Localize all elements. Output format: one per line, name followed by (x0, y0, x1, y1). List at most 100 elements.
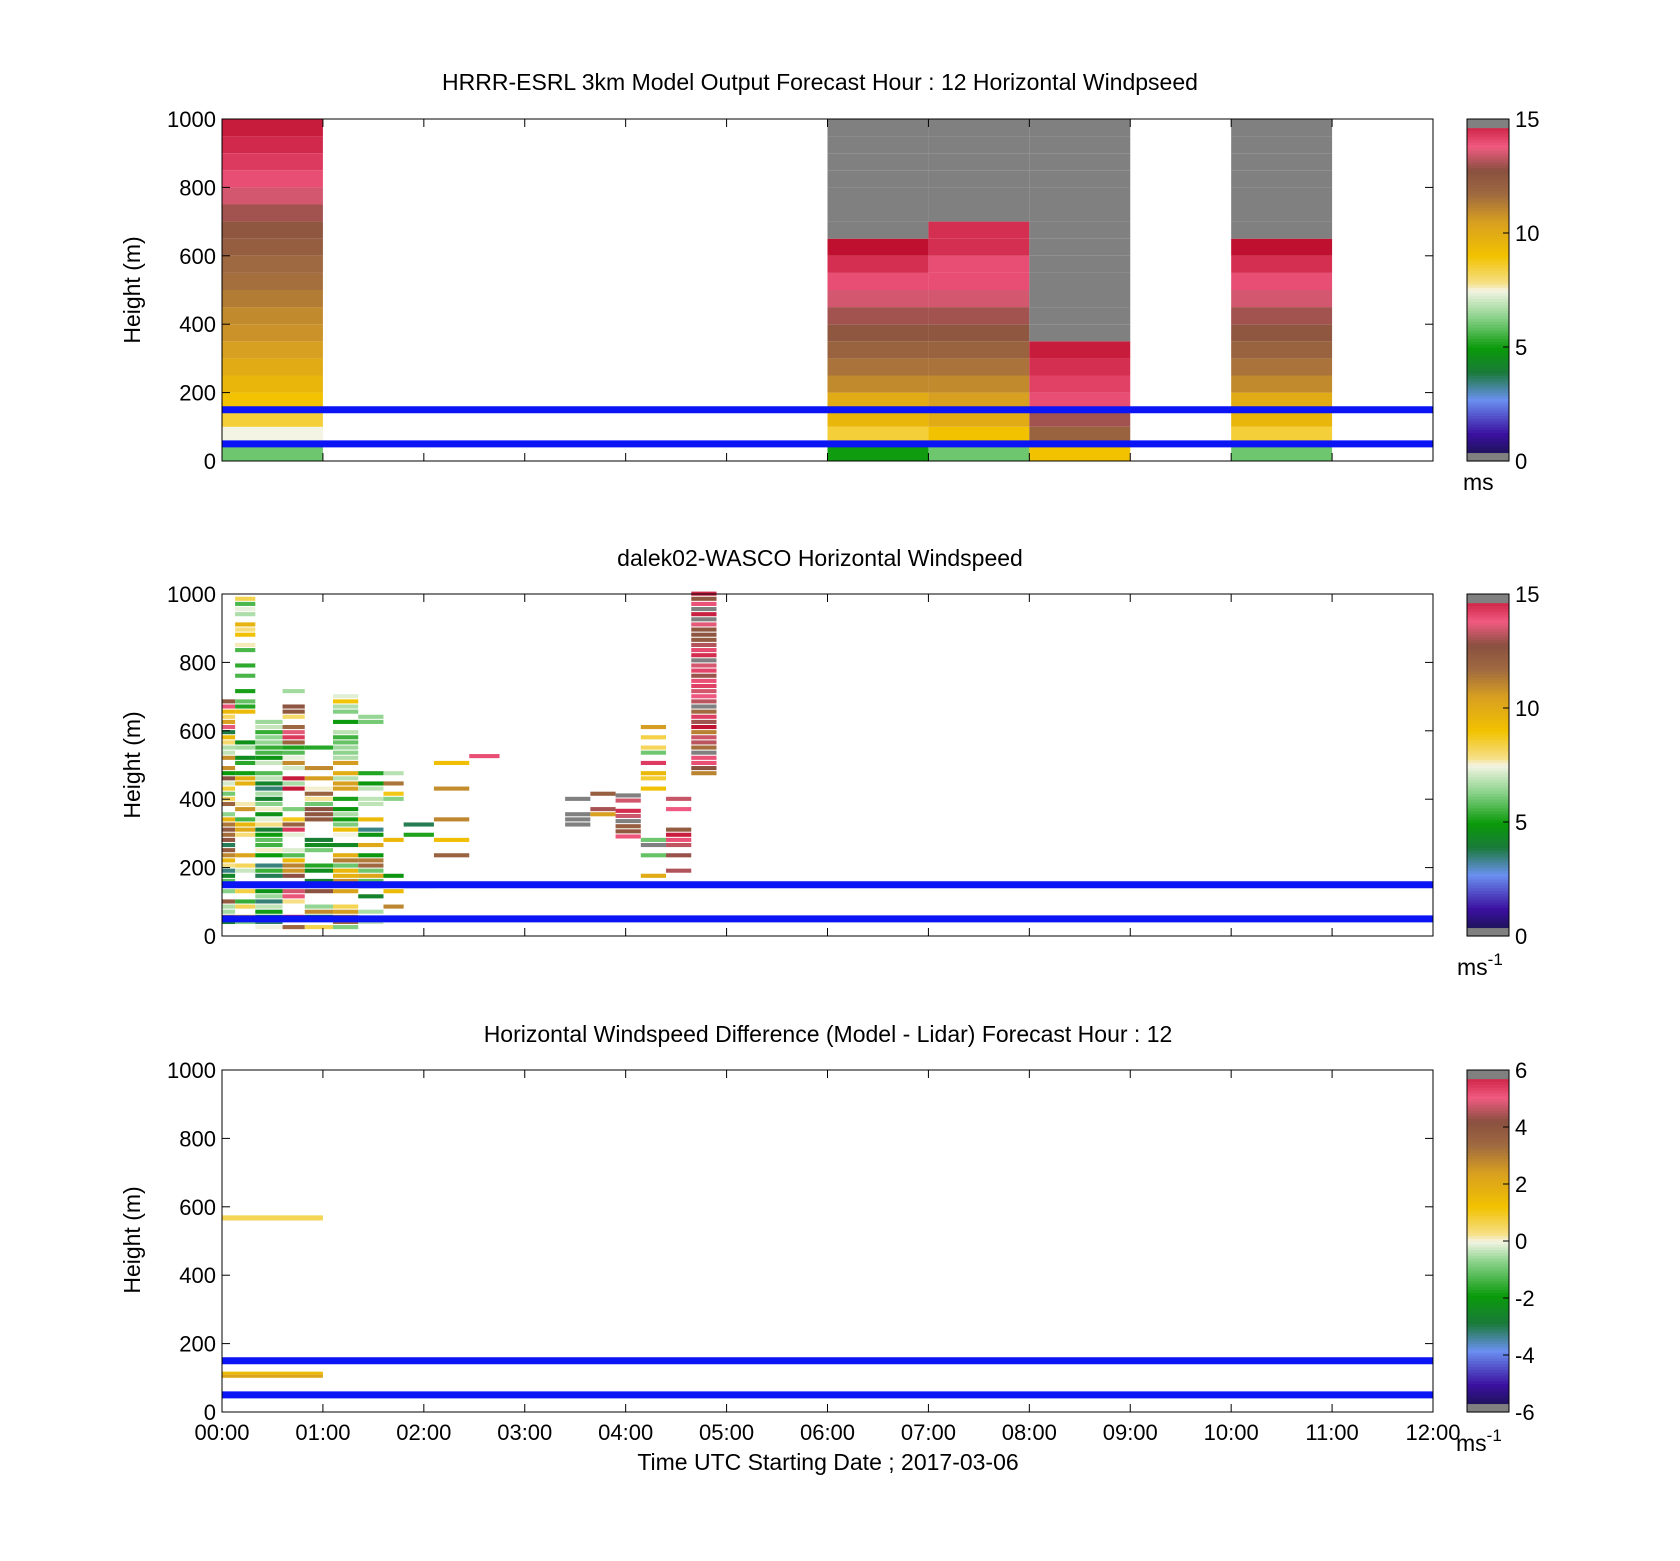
colorbar-segment (1467, 844, 1509, 849)
heatmap-cell (304, 776, 334, 781)
colorbar-segment (1467, 1189, 1509, 1194)
x-tick-label: 00:00 (194, 1420, 249, 1445)
y-tick-label: 600 (179, 244, 216, 269)
y-tick-label: 1000 (167, 107, 216, 132)
colorbar-segment (1467, 1360, 1509, 1365)
colorbar-segment (1467, 759, 1509, 763)
heatmap-cell (928, 255, 1030, 273)
colorbar-segment (1467, 1229, 1509, 1234)
colorbar-segment (1467, 1155, 1509, 1159)
colorbar-segment (1467, 901, 1509, 906)
colorbar-segment (1467, 933, 1509, 937)
heatmap-cell (304, 837, 334, 842)
colorbar-segment (1467, 1349, 1509, 1353)
heatmap-cell (304, 796, 334, 801)
colorbar-segment (1467, 670, 1509, 675)
colorbar-segment (1467, 1144, 1509, 1148)
heatmap-cell (691, 735, 717, 740)
heatmap-cell (1029, 238, 1131, 256)
colorbar-segment (1467, 633, 1509, 638)
colorbar-segment (1467, 753, 1509, 758)
colorbar-segment (1467, 452, 1509, 456)
heatmap-cell (235, 868, 256, 873)
heatmap-cell (333, 873, 359, 878)
colorbar-segment (1467, 198, 1509, 203)
colorbar-segment (1467, 1286, 1509, 1291)
heatmap-cell (222, 409, 323, 427)
heatmap-cell (255, 796, 283, 801)
colorbar-segment (1467, 910, 1509, 914)
heatmap-cell (222, 755, 236, 760)
heatmap-cell (1029, 272, 1131, 290)
colorbar-segment (1467, 841, 1509, 846)
heatmap-cell (222, 221, 323, 239)
colorbar-segment (1467, 224, 1509, 228)
colorbar-segment (1467, 184, 1509, 188)
heatmap-cell (928, 221, 1030, 239)
heatmap-cell (827, 119, 929, 137)
heatmap-cell (235, 601, 256, 606)
panel-difference: Horizontal Windspeed Difference (Model -… (119, 1021, 1535, 1456)
colorbar-segment (1467, 201, 1509, 206)
colorbar-segment (1467, 819, 1509, 823)
colorbar-segment (1467, 1352, 1509, 1356)
colorbar-segment (1467, 659, 1509, 663)
heatmap-cell (222, 204, 323, 222)
colorbar-segment (1467, 429, 1509, 434)
colorbar-segment (1467, 335, 1509, 340)
colorbar-segment (1467, 1397, 1509, 1402)
colorbar-segment (1467, 1221, 1509, 1225)
heatmap-cell (255, 724, 283, 730)
heatmap-cell (222, 1374, 323, 1378)
colorbar-segment (1467, 190, 1509, 194)
heatmap-cell (691, 601, 717, 606)
heatmap-cell (304, 848, 334, 853)
heatmap-cell (358, 827, 384, 832)
heatmap-cell (235, 606, 256, 612)
colorbar-segment (1467, 187, 1509, 191)
colorbar-segment (1467, 418, 1509, 422)
y-tick-label: 800 (179, 175, 216, 200)
heatmap-cell (615, 819, 641, 824)
heatmap-cell (691, 606, 717, 612)
colorbar-segment (1467, 1329, 1509, 1333)
heatmap-cell (235, 627, 256, 632)
heatmap-cell (640, 837, 667, 842)
heatmap-cell (1231, 324, 1333, 342)
colorbar-segment (1467, 235, 1509, 240)
colorbar-segment (1467, 1380, 1509, 1385)
heatmap-cell (222, 740, 236, 745)
colorbar-segment (1467, 1070, 1509, 1074)
heatmap-cell (1029, 307, 1131, 325)
colorbar-segment (1467, 904, 1509, 909)
heatmap-cell (255, 827, 283, 832)
y-tick-label: 200 (179, 1332, 216, 1357)
colorbar-segment (1467, 1278, 1509, 1282)
colorbar-segment (1467, 773, 1509, 777)
heatmap-cell (691, 766, 717, 771)
colorbar-segment (1467, 1343, 1509, 1348)
y-tick-label: 0 (204, 924, 216, 949)
colorbar-segment (1467, 398, 1509, 402)
heatmap-cell (358, 842, 384, 848)
heatmap-cell (255, 863, 283, 868)
colorbar-segment (1467, 822, 1509, 826)
panel-model-title: HRRR-ESRL 3km Model Output Forecast Hour… (442, 69, 1198, 95)
colorbar-segment (1467, 409, 1509, 414)
heatmap-cell (222, 817, 236, 822)
heatmap-cell (255, 719, 283, 724)
colorbar-tick-label: 5 (1515, 335, 1527, 360)
heatmap-cell (222, 858, 236, 863)
heatmap-cell (304, 842, 334, 848)
colorbar-segment (1467, 1315, 1509, 1319)
colorbar-segment (1467, 662, 1509, 666)
heatmap-cell (333, 740, 359, 745)
heatmap-cell (1231, 375, 1333, 393)
heatmap-cell (691, 724, 717, 730)
heatmap-cell (383, 771, 404, 776)
colorbar-segment (1467, 136, 1509, 140)
colorbar-segment (1467, 252, 1509, 257)
colorbar-segment (1467, 284, 1509, 288)
heatmap-cell (235, 740, 256, 745)
colorbar-segment (1467, 1169, 1509, 1174)
